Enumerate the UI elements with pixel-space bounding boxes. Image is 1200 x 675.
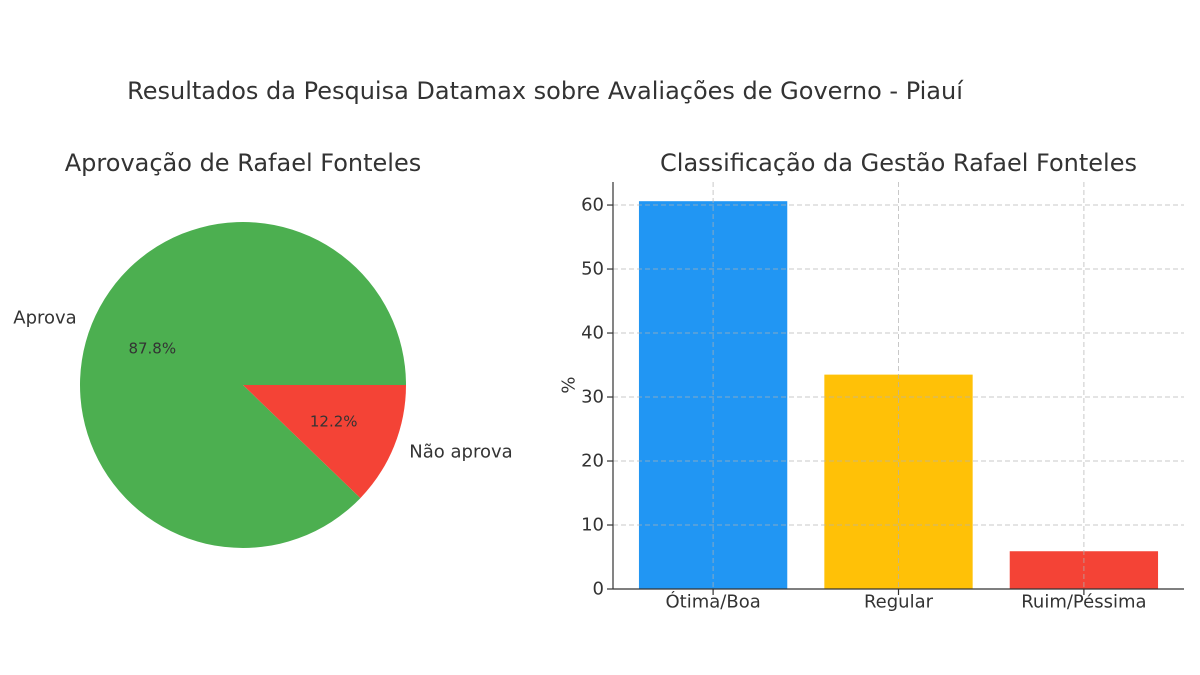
y-tick-label: 20 — [581, 451, 604, 472]
pie-value-label-aprova: 87.8% — [128, 339, 176, 357]
pie-slices — [80, 222, 406, 549]
y-tick-label: 40 — [581, 323, 604, 344]
y-tick-label: 50 — [581, 259, 604, 280]
bar-chart: Classificação da Gestão Rafael Fonteles … — [559, 149, 1184, 613]
pie-label-aprova: Aprova — [13, 307, 76, 328]
y-tick-label: 0 — [593, 579, 604, 600]
x-tick-label-ruim-pessima: Ruim/Péssima — [1021, 592, 1146, 613]
pie-chart: Aprovação de Rafael Fonteles Aprova 87.8%… — [13, 149, 513, 549]
pie-value-label-nao-aprova: 12.2% — [310, 413, 358, 431]
axes: 0 10 20 30 40 50 60 Ótima/Boa Regular Ruim/Péssim… — [581, 182, 1184, 613]
x-tick-label-regular: Regular — [864, 592, 934, 613]
pie-slice-aprova — [80, 222, 406, 549]
x-tick-label-otima-boa: Ótima/Boa — [665, 591, 760, 613]
pie-label-nao-aprova: Não aprova — [409, 442, 512, 463]
y-axis-label: % — [559, 376, 580, 393]
y-tick-label: 30 — [581, 387, 604, 408]
figure-title: Resultados da Pesquisa Datamax sobre Ava… — [127, 77, 964, 105]
y-tick-label: 60 — [581, 195, 604, 216]
pie-chart-title: Aprovação de Rafael Fonteles — [65, 149, 421, 177]
bar-chart-title: Classificação da Gestão Rafael Fonteles — [660, 149, 1137, 177]
y-tick-label: 10 — [581, 515, 604, 536]
pie-slice-nao-aprova — [243, 385, 406, 499]
pie-labels: Aprova 87.8% Não aprova 12.2% — [13, 307, 512, 462]
